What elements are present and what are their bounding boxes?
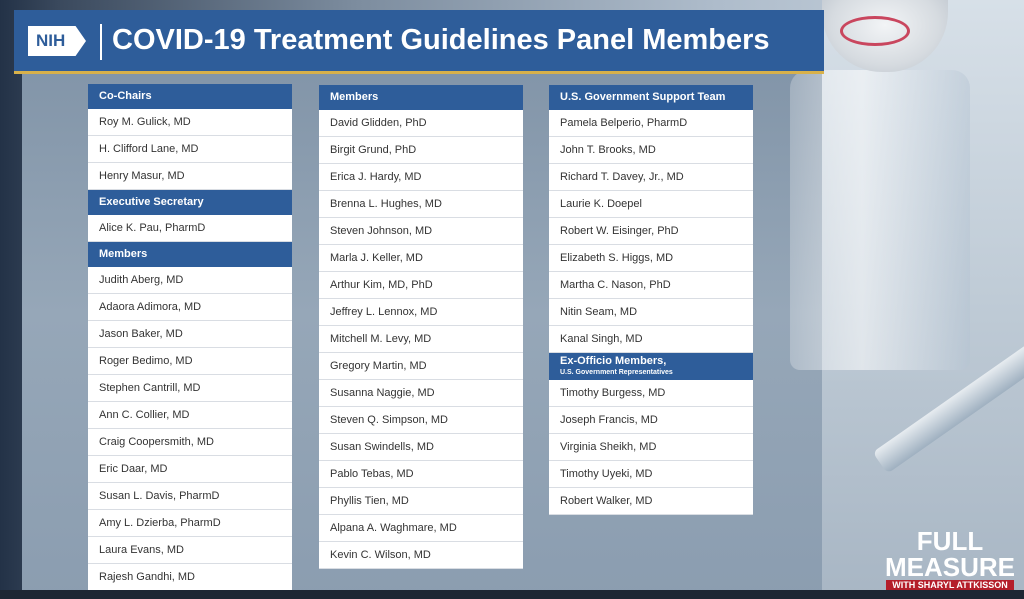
section-heading-ex-officio-subtitle: U.S. Government Representatives xyxy=(560,369,673,376)
member-name: Joseph Francis, MD xyxy=(549,407,753,434)
member-name: Marla J. Keller, MD xyxy=(319,245,523,272)
member-list: Timothy Burgess, MD Joseph Francis, MD V… xyxy=(549,380,753,515)
member-name: Judith Aberg, MD xyxy=(88,267,292,294)
member-name: Martha C. Nason, PhD xyxy=(549,272,753,299)
section-heading-ex-officio-title: Ex-Officio Members, xyxy=(560,355,667,367)
member-name: Robert W. Eisinger, PhD xyxy=(549,218,753,245)
member-name: Kevin C. Wilson, MD xyxy=(319,542,523,569)
member-name: Laura Evans, MD xyxy=(88,537,292,564)
member-name: Pamela Belperio, PharmD xyxy=(549,110,753,137)
member-name: Erica J. Hardy, MD xyxy=(319,164,523,191)
column-members: Members David Glidden, PhD Birgit Grund,… xyxy=(319,85,523,569)
member-name: Gregory Martin, MD xyxy=(319,353,523,380)
member-name: Timothy Burgess, MD xyxy=(549,380,753,407)
member-list: Pamela Belperio, PharmD John T. Brooks, … xyxy=(549,110,753,353)
full-measure-logo: FULL MEASURE WITH SHARYL ATTKISSON xyxy=(880,528,1020,592)
member-name: Pablo Tebas, MD xyxy=(319,461,523,488)
member-name: Virginia Sheikh, MD xyxy=(549,434,753,461)
member-name: H. Clifford Lane, MD xyxy=(88,136,292,163)
member-name: Birgit Grund, PhD xyxy=(319,137,523,164)
nih-logo: NIH xyxy=(28,26,86,56)
member-name: Laurie K. Doepel xyxy=(549,191,753,218)
section-heading-members: Members xyxy=(88,242,292,267)
member-name: Susan L. Davis, PharmD xyxy=(88,483,292,510)
member-name: Richard T. Davey, Jr., MD xyxy=(549,164,753,191)
member-list: Judith Aberg, MD Adaora Adimora, MD Jaso… xyxy=(88,267,292,591)
member-name: Elizabeth S. Higgs, MD xyxy=(549,245,753,272)
member-name: Alpana A. Waghmare, MD xyxy=(319,515,523,542)
logo-line-attribution: WITH SHARYL ATTKISSON xyxy=(886,580,1014,590)
slide-header: NIH COVID-19 Treatment Guidelines Panel … xyxy=(14,10,824,74)
member-name: David Glidden, PhD xyxy=(319,110,523,137)
member-name: Roy M. Gulick, MD xyxy=(88,109,292,136)
member-name: Adaora Adimora, MD xyxy=(88,294,292,321)
vial-cap-mark xyxy=(840,16,910,46)
column-cochairs-members: Co-Chairs Roy M. Gulick, MD H. Clifford … xyxy=(88,84,292,591)
member-name: Phyllis Tien, MD xyxy=(319,488,523,515)
member-name: Jason Baker, MD xyxy=(88,321,292,348)
member-list: Roy M. Gulick, MD H. Clifford Lane, MD H… xyxy=(88,109,292,190)
header-divider xyxy=(100,24,102,60)
member-name: Steven Johnson, MD xyxy=(319,218,523,245)
member-list: David Glidden, PhD Birgit Grund, PhD Eri… xyxy=(319,110,523,569)
page-title: COVID-19 Treatment Guidelines Panel Memb… xyxy=(112,24,770,56)
member-name: Craig Coopersmith, MD xyxy=(88,429,292,456)
member-name: Stephen Cantrill, MD xyxy=(88,375,292,402)
member-name: Ann C. Collier, MD xyxy=(88,402,292,429)
member-name: Brenna L. Hughes, MD xyxy=(319,191,523,218)
section-heading-executive-secretary: Executive Secretary xyxy=(88,190,292,215)
member-name: Kanal Singh, MD xyxy=(549,326,753,353)
member-name: Eric Daar, MD xyxy=(88,456,292,483)
member-name: Roger Bedimo, MD xyxy=(88,348,292,375)
member-name: Nitin Seam, MD xyxy=(549,299,753,326)
logo-line-full: FULL xyxy=(916,526,984,556)
member-name: Mitchell M. Levy, MD xyxy=(319,326,523,353)
section-heading-ex-officio: Ex-Officio Members, U.S. Government Repr… xyxy=(549,353,753,380)
section-heading-cochairs: Co-Chairs xyxy=(88,84,292,109)
section-heading-members: Members xyxy=(319,85,523,110)
logo-line-measure: MEASURE xyxy=(884,552,1015,582)
member-name: Robert Walker, MD xyxy=(549,488,753,515)
member-name: Arthur Kim, MD, PhD xyxy=(319,272,523,299)
member-name: Alice K. Pau, PharmD xyxy=(88,215,292,242)
member-name: Jeffrey L. Lennox, MD xyxy=(319,299,523,326)
member-name: Amy L. Dzierba, PharmD xyxy=(88,510,292,537)
member-name: John T. Brooks, MD xyxy=(549,137,753,164)
member-name: Susan Swindells, MD xyxy=(319,434,523,461)
member-name: Henry Masur, MD xyxy=(88,163,292,190)
column-government: U.S. Government Support Team Pamela Belp… xyxy=(549,85,753,515)
member-name: Rajesh Gandhi, MD xyxy=(88,564,292,591)
member-name: Timothy Uyeki, MD xyxy=(549,461,753,488)
member-name: Steven Q. Simpson, MD xyxy=(319,407,523,434)
member-name: Susanna Naggie, MD xyxy=(319,380,523,407)
bottom-bar xyxy=(0,590,1024,599)
member-list: Alice K. Pau, PharmD xyxy=(88,215,292,242)
section-heading-government-support: U.S. Government Support Team xyxy=(549,85,753,110)
vial-image xyxy=(790,70,970,370)
